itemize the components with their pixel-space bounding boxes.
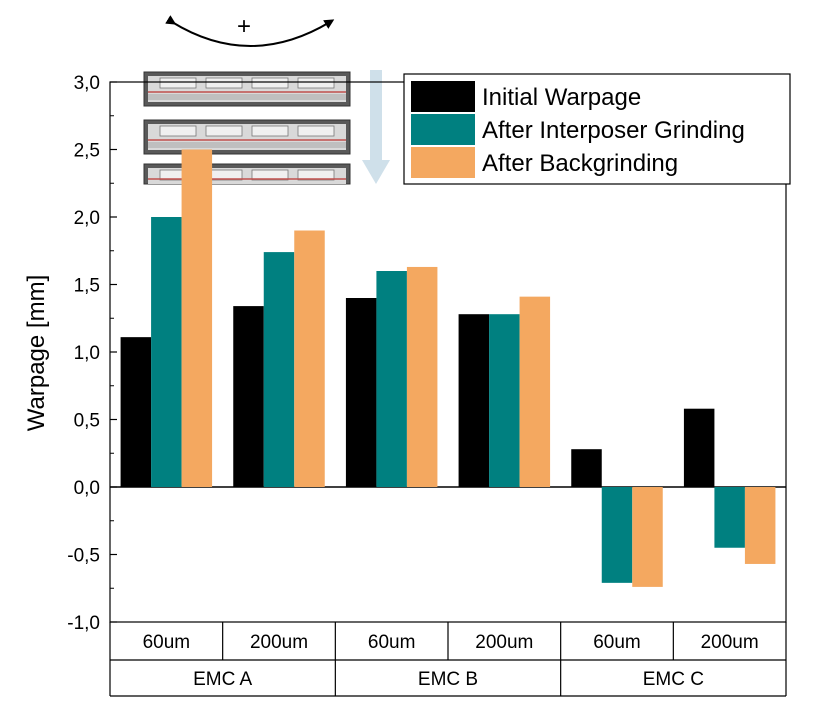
y-tick-label: 3,0 bbox=[74, 73, 100, 94]
legend-swatch bbox=[411, 81, 475, 112]
y-tick-label: 0,5 bbox=[74, 411, 100, 432]
x-group-label: EMC B bbox=[418, 669, 478, 690]
bar-after-backgrinding-1 bbox=[181, 149, 213, 487]
x-category-label: 60um bbox=[593, 632, 641, 653]
y-tick-label: -0,5 bbox=[67, 546, 100, 567]
package-sketch bbox=[143, 119, 351, 155]
x-category-label: 200um bbox=[475, 632, 533, 653]
bar-after-backgrinding-6 bbox=[744, 487, 776, 564]
bar-after-interposer-grinding-4 bbox=[489, 314, 520, 487]
y-tick-label: 2,5 bbox=[74, 141, 100, 162]
bar-after-interposer-grinding-6 bbox=[714, 487, 745, 548]
package-sketch bbox=[143, 163, 351, 185]
y-axis: -1,0 -0,5 0,0 0,5 1,0 1,5 2,0 2,5 3,0 bbox=[67, 73, 117, 634]
category-table: 60um 200um 60um 200um 60um 200um EMC A EMC B EMC… bbox=[109, 622, 787, 697]
bar-initial-warpage-1 bbox=[120, 337, 152, 487]
bar-after-interposer-grinding-1 bbox=[151, 217, 182, 487]
bar-after-backgrinding-4 bbox=[519, 296, 551, 487]
bar-after-interposer-grinding-2 bbox=[263, 252, 295, 487]
x-category-label: 60um bbox=[368, 632, 416, 653]
warpage-direction-annotation: + bbox=[165, 13, 335, 47]
annotation-plus-sign: + bbox=[237, 13, 251, 40]
y-tick-label: 2,0 bbox=[74, 208, 100, 229]
bar-initial-warpage-4 bbox=[458, 314, 490, 487]
x-group-label: EMC A bbox=[193, 669, 252, 690]
bar-after-backgrinding-2 bbox=[294, 230, 325, 487]
bar-initial-warpage-5 bbox=[571, 449, 602, 487]
x-category-label: 200um bbox=[250, 632, 308, 653]
bar-after-interposer-grinding-3 bbox=[376, 271, 407, 487]
legend-label: After Backgrinding bbox=[482, 150, 678, 177]
legend-swatch bbox=[411, 114, 475, 145]
y-tick-label: -1,0 bbox=[67, 613, 100, 634]
y-tick-label: 0,0 bbox=[74, 478, 100, 499]
legend: Initial Warpage After Interposer Grinding… bbox=[403, 73, 791, 185]
package-sketch bbox=[143, 71, 351, 107]
legend-label: After Interposer Grinding bbox=[482, 117, 745, 144]
bar-initial-warpage-6 bbox=[683, 408, 715, 487]
y-tick-label: 1,0 bbox=[74, 343, 100, 364]
x-category-label: 60um bbox=[143, 632, 191, 653]
process-down-arrow-icon bbox=[362, 70, 390, 184]
legend-label: Initial Warpage bbox=[482, 84, 641, 111]
y-tick-label: 1,5 bbox=[74, 276, 100, 297]
bar-initial-warpage-2 bbox=[233, 306, 264, 487]
x-group-label: EMC C bbox=[643, 669, 704, 690]
bar-after-backgrinding-3 bbox=[406, 266, 438, 487]
bar-after-backgrinding-5 bbox=[632, 487, 663, 587]
x-category-label: 200um bbox=[701, 632, 759, 653]
bars-layer bbox=[120, 149, 776, 587]
bar-initial-warpage-3 bbox=[345, 298, 377, 487]
curved-double-arrow-icon bbox=[165, 15, 335, 47]
y-axis-label: Warpage [mm] bbox=[23, 275, 50, 431]
package-cross-section-illustration bbox=[143, 71, 351, 185]
bar-after-interposer-grinding-5 bbox=[601, 487, 633, 583]
legend-swatch bbox=[411, 147, 475, 178]
